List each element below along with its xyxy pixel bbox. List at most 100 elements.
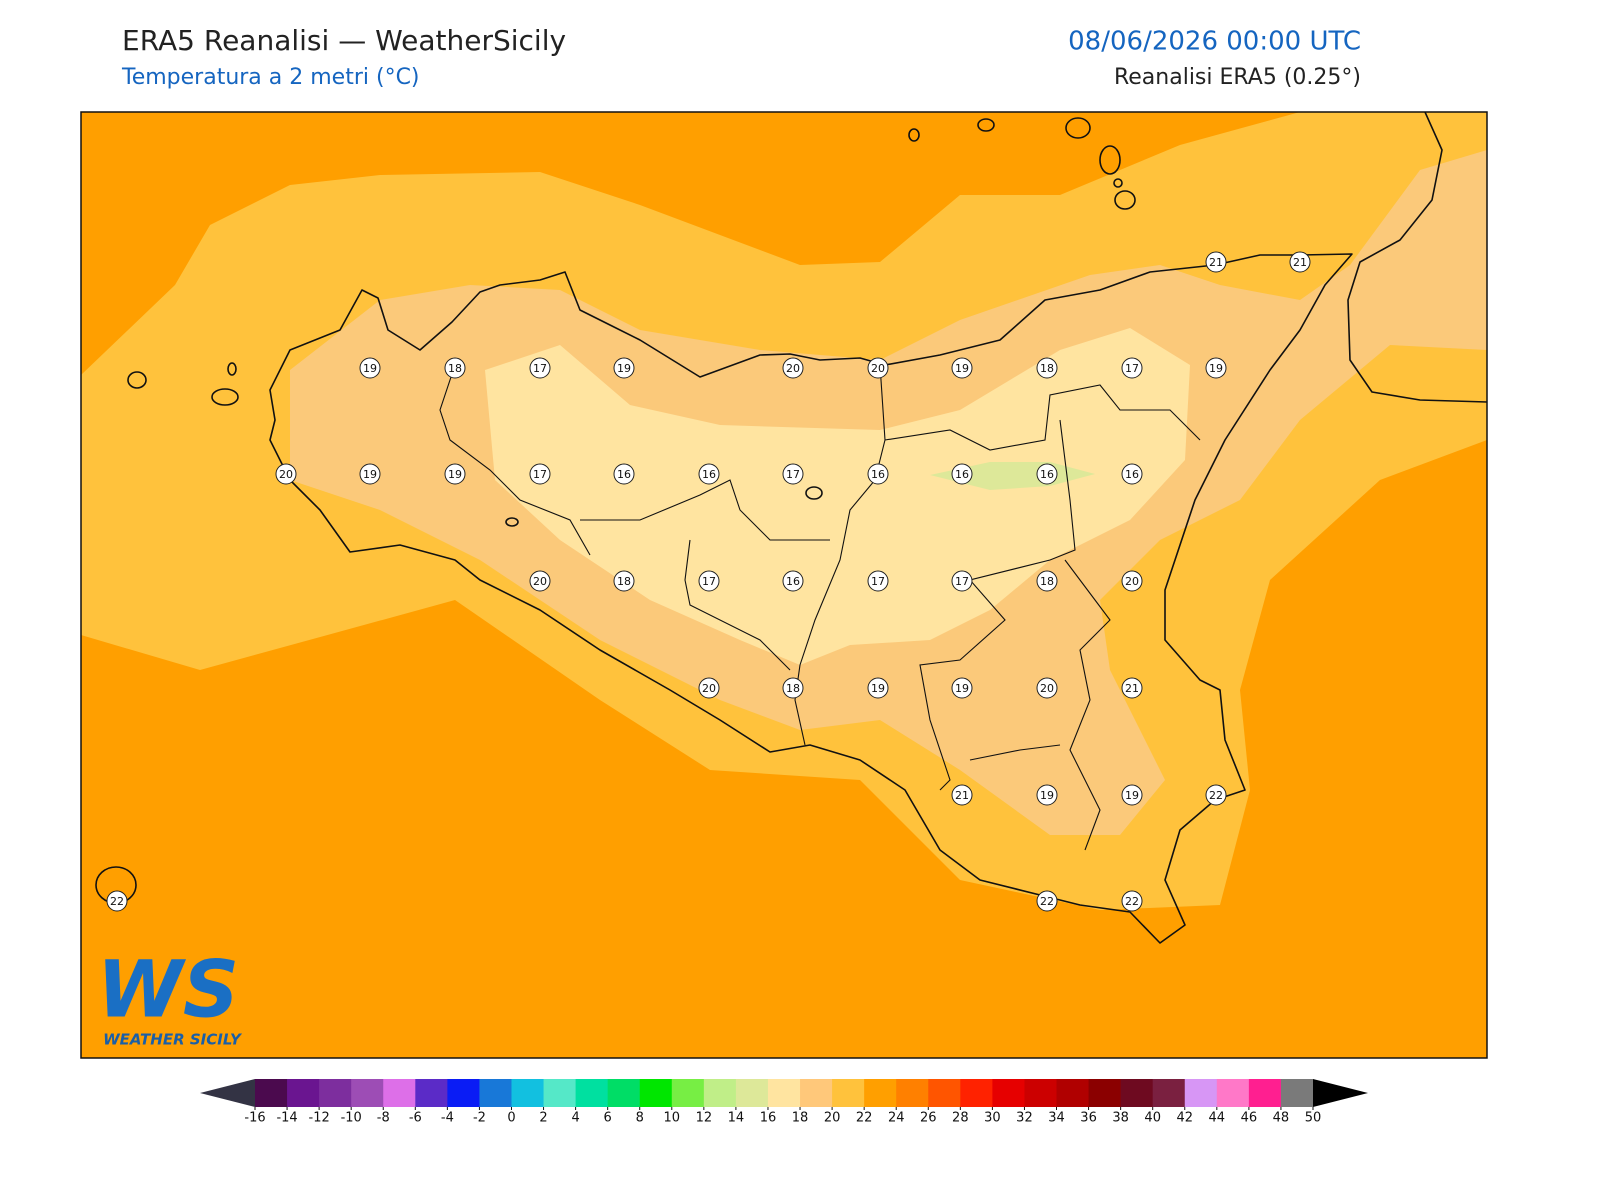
- station-marker: [1036, 570, 1058, 592]
- colorbar-tick-label: -16: [244, 1111, 265, 1126]
- colorbar-segment: [1216, 1079, 1250, 1107]
- station-value: 16: [1125, 468, 1139, 481]
- station-marker: [698, 677, 720, 699]
- colorbar-segment: [1024, 1079, 1058, 1107]
- colorbar-tick-label: 30: [984, 1111, 1001, 1126]
- station-value: 16: [617, 468, 631, 481]
- station-value: 19: [448, 468, 462, 481]
- colorbar-tick-label: 14: [728, 1111, 745, 1126]
- colorbar-segment: [864, 1079, 897, 1107]
- station-value: 19: [1040, 789, 1054, 802]
- colorbar-tick-label: 24: [888, 1111, 905, 1126]
- station-marker: [782, 463, 804, 485]
- station-marker: [1036, 357, 1058, 379]
- station-marker: [782, 570, 804, 592]
- colorbar-tick-label: 18: [792, 1111, 809, 1126]
- station-marker: [1121, 570, 1143, 592]
- station-value: 21: [1293, 256, 1307, 269]
- station-value: 22: [1125, 895, 1139, 908]
- colorbar-tick-label: 6: [604, 1111, 612, 1126]
- colorbar-tick-label: 20: [824, 1111, 841, 1126]
- source: Reanalisi ERA5 (0.25°): [1114, 65, 1361, 90]
- station-value: 17: [786, 468, 800, 481]
- station-value: 22: [1040, 895, 1054, 908]
- station-marker: [698, 570, 720, 592]
- colorbar-tick-label: 0: [507, 1111, 515, 1126]
- colorbar-segment: [735, 1079, 769, 1107]
- station-marker: [698, 463, 720, 485]
- colorbar-segment: [511, 1079, 545, 1107]
- station-marker: [1121, 784, 1143, 806]
- colorbar-segment: [351, 1079, 384, 1107]
- colorbar-segment: [671, 1079, 705, 1107]
- colorbar-segment: [639, 1079, 673, 1107]
- station-value: 17: [533, 468, 547, 481]
- station-marker: [1121, 890, 1143, 912]
- colorbar-tick-label: -14: [276, 1111, 297, 1126]
- station-value: 19: [1209, 362, 1223, 375]
- station-marker: [1205, 784, 1227, 806]
- station-marker: [106, 890, 128, 912]
- colorbar-segment: [383, 1079, 416, 1107]
- station-marker: [1121, 463, 1143, 485]
- colorbar-segment: [575, 1079, 609, 1107]
- station-marker: [951, 784, 973, 806]
- colorbar-tick-label: -10: [341, 1111, 362, 1126]
- colorbar-segment: [415, 1079, 448, 1107]
- colorbar-segment: [1248, 1079, 1282, 1107]
- station-marker: [529, 357, 551, 379]
- station-marker: [1205, 251, 1227, 273]
- station-marker: [1036, 890, 1058, 912]
- station-marker: [1289, 251, 1311, 273]
- colorbar-tick-label: 2: [539, 1111, 547, 1126]
- colorbar-segment: [767, 1079, 801, 1107]
- colorbar-segment: [319, 1079, 352, 1107]
- station-marker: [613, 570, 635, 592]
- colorbar-segment: [992, 1079, 1025, 1107]
- colorbar-tick-label: 34: [1048, 1111, 1065, 1126]
- station-layer: 21 21 19 18 17 19 20 20 19 18 17 19 20 19 19 17 16 16 17 16…: [106, 251, 1311, 912]
- station-value: 22: [1209, 789, 1223, 802]
- station-value: 17: [533, 362, 547, 375]
- colorbar-segment: [1152, 1079, 1186, 1107]
- colorbar: -16 -14 -12 -10 -8 -6 -4 -2 0 2 4 6 8 10 12 14 16 18 20 22 2…: [200, 1079, 1368, 1126]
- station-marker: [951, 677, 973, 699]
- station-value: 19: [363, 468, 377, 481]
- colorbar-tick-label: 46: [1241, 1111, 1258, 1126]
- station-value: 18: [617, 575, 631, 588]
- station-value: 17: [871, 575, 885, 588]
- station-value: 21: [1125, 682, 1139, 695]
- title: ERA5 Reanalisi — WeatherSicily: [122, 24, 566, 57]
- colorbar-tick-label: 44: [1209, 1111, 1226, 1126]
- station-value: 16: [786, 575, 800, 588]
- station-marker: [359, 463, 381, 485]
- colorbar-segment: [1280, 1079, 1314, 1107]
- station-value: 19: [617, 362, 631, 375]
- station-value: 21: [955, 789, 969, 802]
- station-value: 19: [871, 682, 885, 695]
- station-marker: [444, 357, 466, 379]
- station-marker: [444, 463, 466, 485]
- colorbar-tick-label: -2: [473, 1111, 486, 1126]
- station-value: 20: [279, 468, 293, 481]
- station-value: 20: [786, 362, 800, 375]
- station-value: 16: [871, 468, 885, 481]
- logo-initials: WS: [97, 945, 239, 1035]
- station-marker: [782, 357, 804, 379]
- islands: [95, 117, 1136, 904]
- station-marker: [359, 357, 381, 379]
- station-marker: [529, 463, 551, 485]
- field-16-18: [485, 328, 1190, 665]
- colorbar-tick-label: -4: [441, 1111, 454, 1126]
- station-value: 19: [955, 682, 969, 695]
- station-marker: [1205, 357, 1227, 379]
- colorbar-tick-label: 50: [1305, 1111, 1322, 1126]
- colorbar-tick-label: 42: [1176, 1111, 1193, 1126]
- station-value: 18: [1040, 362, 1054, 375]
- map: 21 21 19 18 17 19 20 20 19 18 17 19 20 19 19 17 16 16 17 16…: [81, 112, 1487, 1058]
- station-value: 19: [363, 362, 377, 375]
- station-marker: [867, 357, 889, 379]
- station-value: 18: [786, 682, 800, 695]
- colorbar-segment: [1088, 1079, 1122, 1107]
